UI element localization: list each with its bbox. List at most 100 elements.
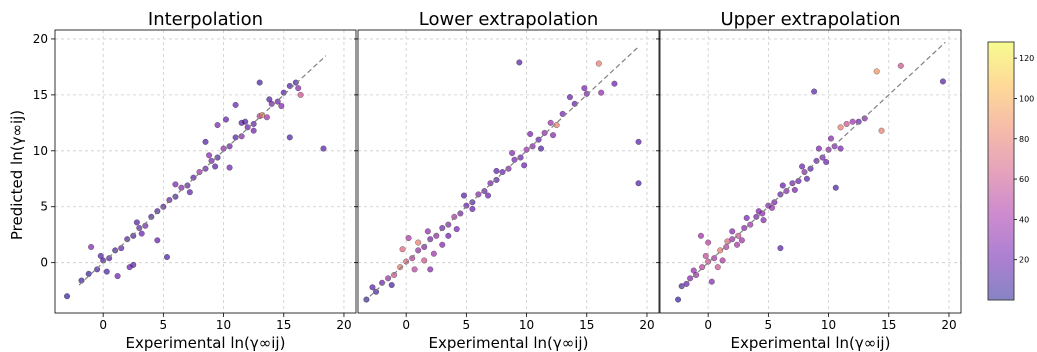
data-point [295,85,302,92]
data-point [813,157,820,164]
x-tick-label: 0 [402,318,410,332]
data-point [516,59,523,66]
data-point [635,180,642,187]
data-point [719,257,726,264]
data-point [103,268,110,275]
data-point [232,101,239,108]
panels: Interpolation 0 5 10 15 20 0 5 10 15 20 Experimenta… [33,9,962,352]
data-point [768,204,776,211]
data-point [94,266,101,273]
identity-line [680,41,946,289]
data-point [743,214,750,221]
data-point [399,246,406,253]
data-point [771,199,778,206]
data-point [403,258,410,265]
data-point [729,228,736,235]
panel-3: Upper extrapolation 0 5 10 15 20 Experimental … [656,9,962,352]
data-point [469,205,476,213]
data-point [106,255,113,262]
data-point [63,293,71,300]
data-point [154,237,161,244]
data-point [148,213,155,220]
data-point [708,278,715,285]
data-point [705,239,712,246]
data-point [717,247,724,254]
identity-line [363,46,639,303]
data-point [811,88,818,95]
data-point [226,143,233,150]
data-point [897,62,904,69]
x-tick-label: 5 [463,318,471,332]
data-point [843,120,850,128]
data-point [849,118,856,125]
data-point [190,174,197,181]
data-point [427,236,434,243]
data-point [803,175,810,182]
data-point [521,162,528,169]
colorbar-tick-label: 80 [1019,135,1029,144]
data-point [415,239,422,246]
data-point [126,264,133,271]
panel-1: Interpolation 0 5 10 15 20 0 5 10 15 20 Experimenta… [33,9,357,352]
panel-title: Upper extrapolation [720,9,900,30]
data-point [186,189,193,196]
data-point [172,193,179,200]
data-point [779,182,786,189]
data-point [460,192,468,199]
colorbar-tick-label: 60 [1019,175,1029,184]
data-point [244,124,251,131]
data-point [212,163,219,170]
y-axis-label: Predicted ln(γ∞ij) [8,110,26,240]
data-point [878,127,885,134]
y-tick-label: 10 [33,144,48,158]
data-point [714,264,721,271]
data-point [529,143,536,150]
data-point [166,196,173,204]
data-point [439,241,446,248]
data-point [705,258,712,265]
colorbar-gradient [987,41,1015,301]
colorbar-ticks: 20 40 60 80 100 120 [1014,54,1034,265]
data-point [130,232,137,239]
data-point [405,235,412,242]
data-point [861,115,868,122]
data-point [445,221,452,228]
x-tick-label: 5 [160,318,168,332]
data-point [595,60,602,67]
data-point [222,116,230,123]
data-point [734,241,741,248]
data-point [832,184,839,191]
data-point [873,68,880,75]
data-point [424,228,431,235]
data-point [855,118,862,125]
data-point [112,247,119,254]
data-point [702,252,709,260]
data-point [747,221,754,228]
data-point [481,188,488,195]
data-point [292,79,299,86]
data-point [297,91,304,98]
data-point [206,152,213,159]
colorbar: 20 40 60 80 100 120 [987,41,1034,301]
y-tick-label: 15 [33,88,48,102]
x-axis-label: Experimental ln(γ∞ij) [429,334,589,352]
data-point [453,226,460,233]
data-point [163,254,171,261]
data-point [286,134,293,141]
data-point [687,275,694,282]
data-point [827,135,835,142]
x-tick-label: 15 [276,318,291,332]
data-point [214,122,221,129]
data-point [738,237,745,244]
panel-title: Interpolation [148,9,263,30]
data-point [566,94,573,101]
data-point [819,154,826,161]
data-point [675,296,682,303]
panel-title: Lower extrapolation [419,9,599,30]
data-point [611,80,618,87]
data-point [445,232,452,239]
data-point [250,120,257,128]
colorbar-tick-label: 20 [1019,256,1029,265]
data-point [549,132,557,139]
